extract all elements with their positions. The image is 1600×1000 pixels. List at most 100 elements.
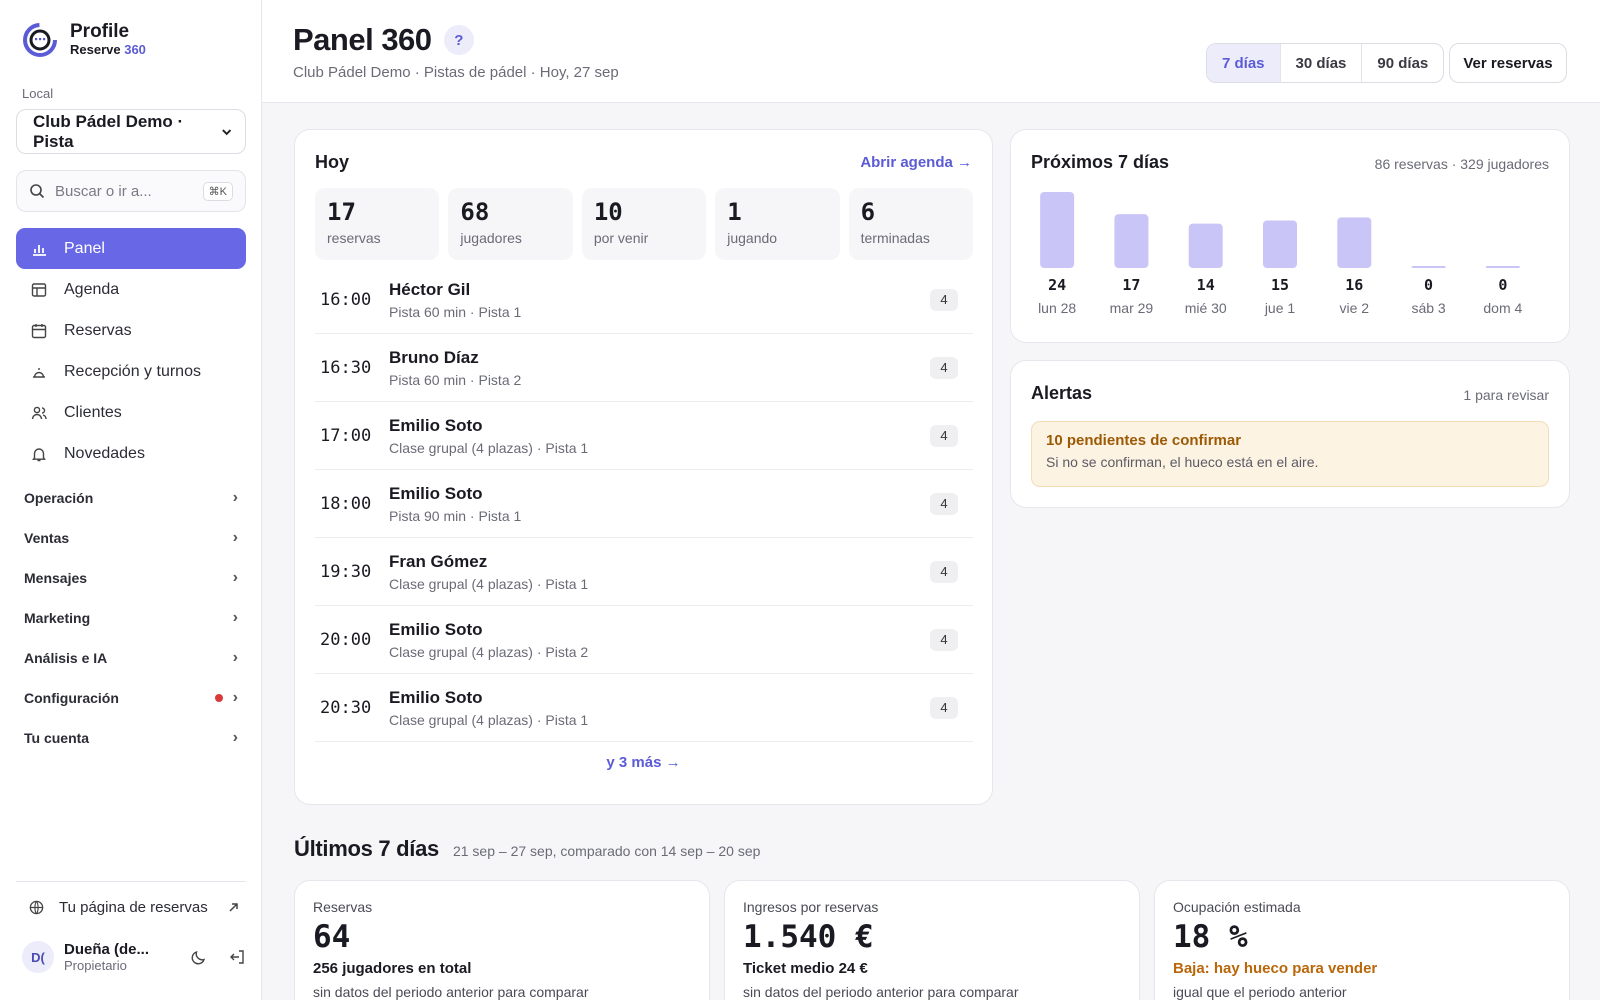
search-shortcut: ⌘K (202, 181, 233, 201)
brand[interactable]: Profile Reserve 360 (22, 22, 146, 58)
alerts-card: Alertas 1 para revisar 10 pendientes de … (1010, 360, 1570, 508)
divider (16, 881, 246, 882)
bar-5[interactable] (1411, 266, 1446, 268)
bar-2[interactable] (1188, 223, 1223, 268)
kpi-note: sin datos del periodo anterior para comp… (313, 984, 589, 1000)
alert-text: Si no se confirman, el hueco está en el … (1046, 454, 1319, 470)
booking-row[interactable]: 16:00 Héctor Gil Pista 60 min · Pista 1 4 (315, 266, 973, 334)
group-label: Marketing (24, 610, 91, 626)
group-label: Tu cuenta (24, 730, 90, 746)
booking-row[interactable]: 16:30 Bruno Díaz Pista 60 min · Pista 2 4 (315, 334, 973, 402)
bell-desk-icon (33, 367, 45, 378)
bar-value-label: 0 (1498, 276, 1507, 294)
bar-category-label: lun 28 (1038, 300, 1076, 316)
alert-item[interactable]: 10 pendientes de confirmar Si no se conf… (1031, 421, 1549, 487)
local-label: Local (22, 86, 54, 101)
group-operacion[interactable]: Operación › (16, 478, 246, 518)
booking-row[interactable]: 20:30 Emilio Soto Clase grupal (4 plazas) … (315, 674, 973, 742)
bar-category-label: vie 2 (1339, 300, 1369, 316)
booking-row[interactable]: 20:00 Emilio Soto Clase grupal (4 plazas) … (315, 606, 973, 674)
booking-meta: Clase grupal (4 plazas) · Pista 1 (389, 439, 589, 456)
group-label: Ventas (24, 530, 70, 546)
kpi-ingresos: Ingresos por reservas 1.540 € Ticket med… (724, 880, 1140, 1000)
players-badge: 4 (930, 492, 958, 515)
bar-6[interactable] (1485, 266, 1520, 268)
chart-bars-icon (33, 244, 46, 256)
open-agenda-link[interactable]: Abrir agenda → (860, 154, 972, 171)
kpi-note: sin datos del periodo anterior para comp… (743, 984, 1019, 1000)
search-icon (30, 184, 45, 199)
help-icon[interactable]: ? (443, 25, 474, 55)
calendar-icon (31, 323, 47, 338)
bar-3[interactable] (1263, 220, 1297, 269)
public-booking-link[interactable]: Tu página de reservas (28, 899, 240, 916)
kpi-value: 1.540 € (743, 919, 874, 955)
bar-value-label: 14 (1197, 276, 1215, 294)
group-analisis[interactable]: Análisis e IA › (16, 638, 246, 678)
kpi-label: Ingresos por reservas (743, 899, 879, 915)
booking-row[interactable]: 19:30 Fran Gómez Clase grupal (4 plazas) ·… (315, 538, 973, 606)
local-select[interactable]: Club Pádel Demo · Pista (16, 109, 246, 154)
stat-por-venir: 10 por venir (581, 188, 707, 260)
range-30-days[interactable]: 30 días (1281, 44, 1363, 82)
booking-time: 16:00 (320, 289, 372, 310)
nav-item-novedades[interactable]: Novedades (16, 433, 246, 474)
group-tu-cuenta[interactable]: Tu cuenta › (16, 718, 246, 758)
nav-item-reservas[interactable]: Reservas (16, 310, 246, 351)
brand-sub: Reserve 360 (70, 42, 146, 57)
bar-0[interactable] (1040, 192, 1075, 268)
today-card: Hoy Abrir agenda → 17 reservas 68 jugadore… (294, 129, 993, 805)
bar-4[interactable] (1337, 217, 1372, 268)
page-title: Panel 360 ? (293, 22, 474, 58)
booking-time: 16:30 (320, 357, 372, 378)
kpi-note: igual que el periodo anterior (1173, 984, 1347, 1000)
players-badge: 4 (930, 628, 958, 651)
bar-1[interactable] (1114, 214, 1149, 268)
group-ventas[interactable]: Ventas › (16, 518, 246, 558)
moon-icon[interactable] (190, 948, 208, 966)
more-bookings-link[interactable]: y 3 más → (606, 754, 681, 771)
ver-reservas-button[interactable]: Ver reservas (1449, 43, 1567, 83)
stat-terminadas: 6 terminadas (848, 188, 974, 260)
kpi-value: 64 (313, 919, 351, 955)
next7-title: Próximos 7 días (1031, 152, 1170, 172)
kpi-sub: Baja: hay hueco para vender (1173, 960, 1378, 977)
stat-value: 10 (593, 198, 623, 226)
logout-icon[interactable] (228, 948, 246, 966)
range-7-days[interactable]: 7 días (1207, 44, 1281, 82)
alerts-summary: 1 para revisar (1463, 387, 1549, 403)
search-input[interactable]: Buscar o ir a... ⌘K (16, 170, 246, 212)
booking-time: 20:30 (320, 697, 372, 718)
booking-name: Emilio Soto (389, 619, 483, 639)
range-90-days[interactable]: 90 días (1377, 54, 1429, 72)
booking-meta: Clase grupal (4 plazas) · Pista 1 (389, 575, 589, 592)
bar-category-label: mié 30 (1185, 300, 1227, 316)
nav-item-panel[interactable]: Panel (16, 228, 246, 269)
bar-category-label: dom 4 (1483, 300, 1522, 316)
group-configuracion[interactable]: Configuración › (16, 678, 246, 718)
nav-item-agenda[interactable]: Agenda (16, 269, 246, 310)
nav-label: Panel (64, 239, 105, 257)
bar-value-label: 17 (1122, 276, 1140, 294)
booking-row[interactable]: 18:00 Emilio Soto Pista 90 min · Pista 1 4 (315, 470, 973, 538)
alerts-title: Alertas (1031, 383, 1093, 403)
chevron-right-icon: › (232, 609, 238, 626)
nav-item-clientes[interactable]: Clientes (16, 392, 246, 433)
avatar[interactable]: D( (22, 941, 54, 973)
sidebar: Profile Reserve 360 Local Club Pádel Dem… (0, 0, 262, 1000)
nav-item-recepcion[interactable]: Recepción y turnos (16, 351, 246, 392)
chevron-right-icon: › (232, 489, 238, 506)
players-badge: 4 (930, 560, 958, 583)
group-marketing[interactable]: Marketing › (16, 598, 246, 638)
stat-label: jugadores (460, 230, 522, 246)
bell-icon (32, 447, 46, 461)
table-icon (31, 282, 47, 297)
group-mensajes[interactable]: Mensajes › (16, 558, 246, 598)
bar-category-label: sáb 3 (1411, 300, 1445, 316)
nav-label: Recepción y turnos (64, 362, 201, 380)
booking-row[interactable]: 17:00 Emilio Soto Clase grupal (4 plazas) … (315, 402, 973, 470)
booking-meta: Pista 60 min · Pista 2 (389, 371, 522, 388)
nav-label: Agenda (64, 280, 120, 298)
last7-title: Últimos 7 días (294, 836, 439, 861)
nav-label: Reservas (64, 321, 132, 339)
